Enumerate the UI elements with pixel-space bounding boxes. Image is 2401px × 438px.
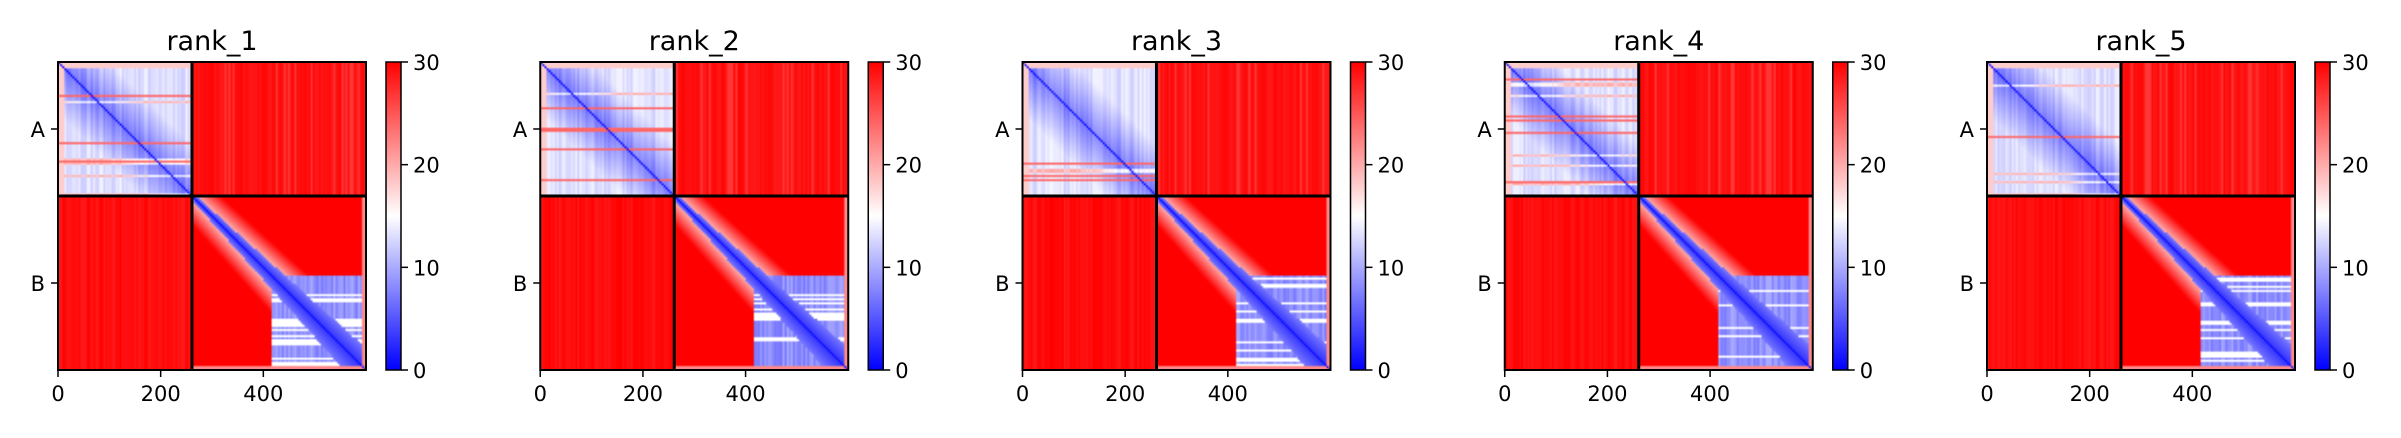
axes-frame — [57, 61, 367, 371]
pae-heatmap — [1987, 62, 2295, 370]
x-tick-label: 200 — [141, 382, 181, 406]
x-tick-label: 400 — [2172, 382, 2212, 406]
x-tick-label: 0 — [1980, 382, 1993, 406]
colorbar-frame — [1832, 61, 1849, 371]
x-tick-label: 200 — [623, 382, 663, 406]
axes-frame — [539, 61, 850, 371]
pae-panel: rank_1 0 200 400 A B 0 10 20 30 — [31, 26, 440, 406]
colorbar-tick-label: 10 — [895, 256, 922, 280]
x-tick-label: 400 — [1208, 382, 1248, 406]
pae-panel: rank_4 0 200 400 A B 0 10 20 30 — [1477, 26, 1886, 406]
x-tick-label: 400 — [1690, 382, 1730, 406]
colorbar-frame — [1349, 61, 1367, 371]
x-tick-label: 200 — [1587, 382, 1627, 406]
colorbar-tick-label: 20 — [413, 154, 440, 178]
colorbar-tick-label: 30 — [2342, 51, 2369, 75]
colorbar-tick-label: 30 — [895, 51, 922, 75]
colorbar-tick-label: 0 — [895, 359, 908, 383]
colorbar-tick-label: 0 — [1378, 359, 1391, 383]
colorbar — [868, 62, 884, 370]
y-tick-label: A — [31, 118, 46, 142]
x-tick-label: 0 — [1498, 382, 1511, 406]
colorbar-tick-label: 30 — [1378, 51, 1405, 75]
x-tick-label: 0 — [51, 382, 64, 406]
x-tick-label: 0 — [1016, 382, 1029, 406]
pae-heatmap — [1504, 62, 1813, 370]
x-tick-label: 400 — [243, 382, 283, 406]
colorbar-tick-label: 10 — [1378, 256, 1405, 280]
colorbar — [1350, 62, 1366, 370]
x-tick-label: 200 — [1105, 382, 1145, 406]
colorbar-tick-label: 20 — [1860, 154, 1887, 178]
colorbar — [2315, 62, 2330, 370]
axes-frame — [1021, 61, 1332, 371]
colorbar-tick-label: 10 — [2342, 256, 2369, 280]
colorbar-tick-label: 10 — [413, 256, 440, 280]
colorbar-tick-label: 0 — [413, 359, 426, 383]
colorbar-tick-label: 20 — [895, 154, 922, 178]
colorbar-frame — [385, 61, 402, 371]
colorbar-frame — [2314, 61, 2331, 371]
colorbar-tick-label: 20 — [1378, 154, 1405, 178]
y-tick-label: B — [995, 272, 1009, 296]
panel-title: rank_4 — [1613, 26, 1704, 57]
colorbar — [1832, 62, 1848, 370]
y-tick-label: A — [1477, 118, 1492, 142]
x-tick-label: 200 — [2070, 382, 2110, 406]
pae-heatmap — [1022, 62, 1331, 370]
x-tick-label: 0 — [534, 382, 547, 406]
colorbar — [386, 62, 401, 370]
pae-panel: rank_2 0 200 400 A B 0 10 20 30 — [513, 26, 922, 406]
pae-heatmap — [540, 62, 849, 370]
colorbar-tick-label: 0 — [1860, 359, 1873, 383]
colorbar-frame — [867, 61, 884, 371]
y-tick-label: B — [1960, 272, 1974, 296]
colorbar-tick-label: 30 — [413, 51, 440, 75]
colorbar-tick-label: 20 — [2342, 154, 2369, 178]
y-tick-label: A — [995, 118, 1010, 142]
x-tick-label: 400 — [726, 382, 766, 406]
colorbar-tick-label: 30 — [1860, 51, 1887, 75]
axes-frame — [1503, 61, 1814, 371]
pae-panel: rank_5 0 200 400 A B 0 10 20 30 — [1960, 26, 2369, 406]
panel-title: rank_5 — [2095, 26, 2186, 57]
y-tick-label: A — [1960, 118, 1975, 142]
colorbar-tick-label: 0 — [2342, 359, 2355, 383]
y-tick-label: B — [1477, 272, 1491, 296]
panel-title: rank_3 — [1131, 26, 1222, 57]
colorbar-tick-label: 10 — [1860, 256, 1887, 280]
y-tick-label: B — [31, 272, 45, 296]
y-tick-label: B — [513, 272, 527, 296]
pae-panel: rank_3 0 200 400 A B 0 10 20 30 — [995, 26, 1404, 406]
panel-title: rank_2 — [649, 26, 740, 57]
panel-title: rank_1 — [166, 26, 257, 57]
pae-heatmap — [58, 62, 366, 370]
axes-frame — [1986, 61, 2296, 371]
y-tick-label: A — [513, 118, 528, 142]
